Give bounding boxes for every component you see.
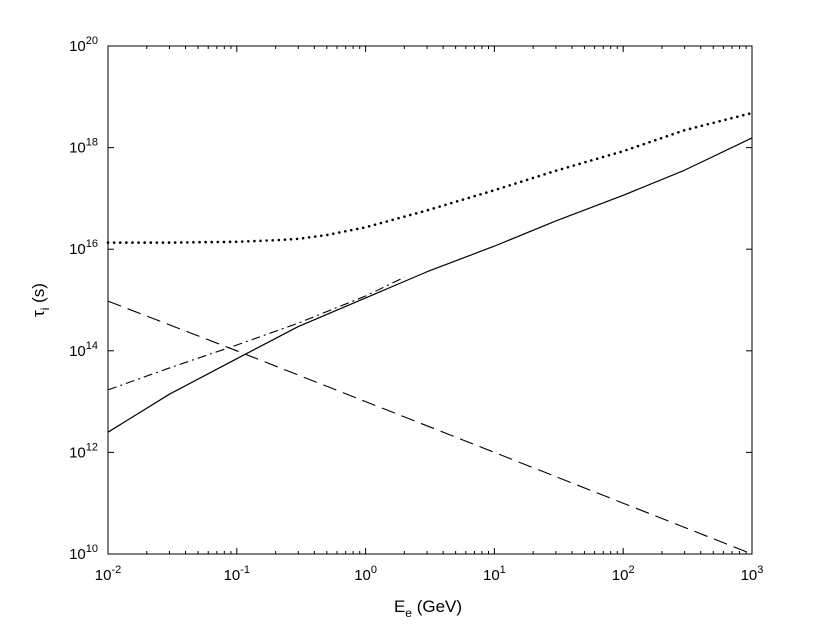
plot-area bbox=[107, 45, 753, 555]
y-axis-label-rest: (s) bbox=[29, 283, 48, 308]
x-tick-label: 10-2 bbox=[95, 564, 121, 584]
x-tick-exp: -1 bbox=[240, 564, 250, 576]
plot-frame bbox=[107, 45, 753, 555]
y-tick-exp: 10 bbox=[86, 543, 98, 555]
y-tick-label: 1010 bbox=[69, 543, 98, 563]
y-tick-base: 10 bbox=[69, 546, 86, 563]
x-tick-base: 10 bbox=[95, 567, 112, 584]
x-tick-exp: 2 bbox=[628, 564, 634, 576]
series-line-solid bbox=[107, 137, 753, 433]
y-tick-exp: 14 bbox=[86, 340, 98, 352]
x-tick-exp: 3 bbox=[757, 564, 763, 576]
x-tick-label: 103 bbox=[741, 564, 764, 584]
y-tick-base: 10 bbox=[69, 140, 86, 157]
y-axis-label: τi (s) bbox=[29, 283, 52, 317]
x-tick-base: 10 bbox=[741, 567, 758, 584]
y-tick-exp: 20 bbox=[86, 35, 98, 47]
x-tick-label: 102 bbox=[612, 564, 635, 584]
series-group bbox=[106, 111, 754, 555]
x-tick-exp: -2 bbox=[111, 564, 121, 576]
y-axis-label-base: τ bbox=[29, 310, 48, 317]
x-tick-base: 10 bbox=[612, 567, 629, 584]
x-tick-base: 10 bbox=[354, 567, 371, 584]
y-tick-base: 10 bbox=[69, 241, 86, 258]
x-axis-label-base: E bbox=[394, 597, 405, 616]
y-tick-label: 1018 bbox=[69, 137, 98, 157]
series-line-dashdot bbox=[107, 276, 405, 391]
x-tick-label: 101 bbox=[483, 564, 506, 584]
x-tick-base: 10 bbox=[483, 567, 500, 584]
x-tick-label: 100 bbox=[354, 564, 377, 584]
x-axis-label-sub: e bbox=[405, 606, 412, 620]
tick-group: 10-2 10-1 100 101 102 10310101012101410161018… bbox=[69, 35, 763, 584]
y-tick-label: 1012 bbox=[69, 441, 98, 461]
y-tick-label: 1016 bbox=[69, 238, 98, 258]
y-tick-exp: 12 bbox=[86, 441, 98, 453]
y-tick-base: 10 bbox=[69, 38, 86, 55]
x-tick-exp: 0 bbox=[371, 564, 377, 576]
x-tick-exp: 1 bbox=[500, 564, 506, 576]
x-tick-base: 10 bbox=[224, 567, 241, 584]
y-tick-exp: 16 bbox=[86, 238, 98, 250]
y-tick-label: 1020 bbox=[69, 35, 98, 55]
y-tick-exp: 18 bbox=[86, 137, 98, 149]
y-tick-base: 10 bbox=[69, 343, 86, 360]
x-axis-label-rest: (GeV) bbox=[412, 597, 462, 616]
y-axis-label-sub: i bbox=[38, 308, 52, 311]
y-tick-label: 1014 bbox=[69, 340, 98, 360]
x-axis-label: Ee (GeV) bbox=[394, 597, 462, 620]
y-tick-base: 10 bbox=[69, 444, 86, 461]
series-line-dotted bbox=[106, 111, 754, 244]
series-line-dashed bbox=[107, 300, 753, 555]
x-tick-label: 10-1 bbox=[224, 564, 250, 584]
